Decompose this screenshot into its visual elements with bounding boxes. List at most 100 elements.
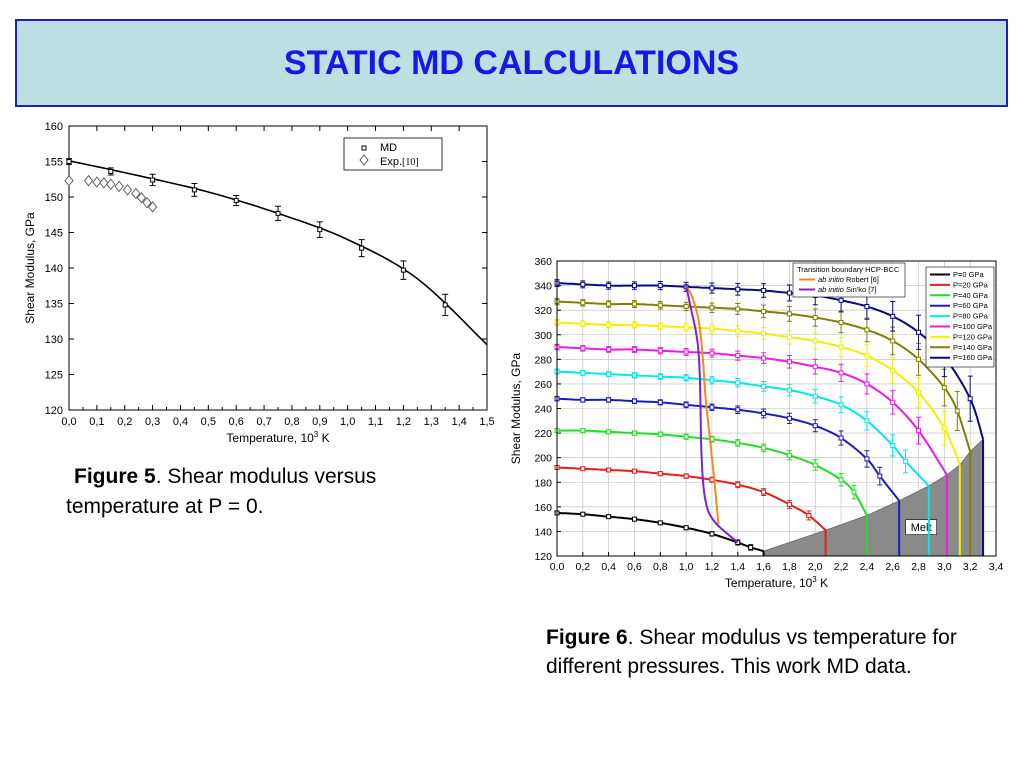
x-tick-label: 1,2 <box>705 561 720 573</box>
y-tick-label: 220 <box>534 428 552 440</box>
series-point-4 <box>631 372 637 378</box>
series-curve-1 <box>556 466 827 531</box>
series-point-5 <box>838 370 844 376</box>
series-point-0 <box>748 544 754 550</box>
series-point-7 <box>709 305 715 311</box>
y-tick-label: 140 <box>45 263 63 275</box>
series-point-6 <box>657 323 663 329</box>
y-tick-label: 340 <box>534 281 552 293</box>
y-tick-label: 150 <box>45 192 63 204</box>
md-point <box>400 267 406 273</box>
x-tick-label: 0,4 <box>173 416 188 428</box>
md-point <box>150 177 156 183</box>
series-point-3 <box>657 399 663 405</box>
x-tick-label: 2,8 <box>911 561 926 573</box>
series-point-8 <box>916 329 922 335</box>
x-tick-label: 1,4 <box>730 561 745 573</box>
x-tick-label: 0,3 <box>145 416 160 428</box>
series-point-7 <box>735 306 741 312</box>
figure5-caption: Figure 5. Shear modulus versus temperatu… <box>66 462 486 522</box>
md-point <box>442 302 448 308</box>
legend-exp-label: Exp.[10] <box>380 156 419 168</box>
series-point-4 <box>580 370 586 376</box>
series-point-5 <box>864 381 870 387</box>
figure5-caption-label: Figure 5 <box>74 465 156 488</box>
series-point-6 <box>580 321 586 327</box>
legend-md-label: MD <box>380 142 397 154</box>
series-point-3 <box>761 410 767 416</box>
md-point <box>108 168 114 174</box>
series-point-7 <box>786 311 792 317</box>
series-point-7 <box>890 338 896 344</box>
x-tick-label: 1,2 <box>396 416 411 428</box>
pressure-legend-label: P=100 GPa <box>953 322 993 331</box>
series-curve-2 <box>557 429 868 516</box>
y-tick-label: 135 <box>45 299 63 311</box>
boundary-legend-title: Transition boundary HCP-BCC <box>797 265 900 274</box>
series-point-7 <box>580 300 586 306</box>
x-tick-label: 0,5 <box>201 416 216 428</box>
y-tick-label: 125 <box>45 370 63 382</box>
series-point-4 <box>903 458 909 464</box>
series-point-3 <box>786 415 792 421</box>
series-point-5 <box>580 345 586 351</box>
md-point <box>275 210 281 216</box>
series-point-8 <box>838 297 844 303</box>
y-tick-label: 160 <box>534 502 552 514</box>
x-axis-label: Temperature, 103 K <box>226 430 329 445</box>
series-point-4 <box>606 371 612 377</box>
x-tick-label: 1,3 <box>424 416 439 428</box>
series-point-7 <box>864 327 870 333</box>
series-point-5 <box>683 349 689 355</box>
series-point-1 <box>631 468 637 474</box>
x-tick-label: 2,0 <box>808 561 823 573</box>
series-curve-0 <box>557 512 764 553</box>
x-tick-label: 0,6 <box>229 416 244 428</box>
series-point-4 <box>683 375 689 381</box>
x-tick-label: 1,0 <box>340 416 355 428</box>
series-point-1 <box>606 467 612 473</box>
exp-point <box>114 180 124 193</box>
series-point-6 <box>838 344 844 350</box>
series-point-8 <box>761 288 767 293</box>
pressure-legend-label: P=60 GPa <box>953 301 989 310</box>
series-point-4 <box>657 374 663 380</box>
figure6-caption-label: Figure 6 <box>546 626 628 649</box>
series-point-8 <box>786 290 792 296</box>
exp-point <box>136 191 147 204</box>
x-tick-label: 1,0 <box>679 561 694 573</box>
y-tick-label: 280 <box>534 354 552 366</box>
boundary-robert-line <box>685 285 720 525</box>
series-point-1 <box>761 489 767 495</box>
series-point-3 <box>838 435 844 441</box>
series-point-0 <box>657 520 663 526</box>
pressure-legend-label: P=80 GPa <box>953 312 989 321</box>
series-point-5 <box>812 364 818 370</box>
x-tick-label: 0,0 <box>61 416 76 428</box>
series-point-4 <box>761 383 767 389</box>
pressure-legend-label: P=20 GPa <box>953 280 989 289</box>
y-tick-label: 180 <box>534 477 552 489</box>
series-point-7 <box>761 308 767 314</box>
series-point-1 <box>580 466 586 472</box>
series-point-1 <box>735 482 741 488</box>
x-tick-label: 0,2 <box>576 561 591 573</box>
x-tick-label: 3,2 <box>963 561 978 573</box>
melt-line <box>763 438 984 552</box>
x-tick-label: 0,0 <box>550 561 565 573</box>
series-point-6 <box>631 322 637 328</box>
x-tick-label: 1,4 <box>451 416 466 428</box>
y-tick-label: 140 <box>534 526 552 538</box>
series-point-6 <box>864 353 870 359</box>
md-point <box>359 245 365 251</box>
series-point-7 <box>631 301 637 307</box>
exp-point <box>148 201 158 213</box>
series-point-8 <box>967 396 973 402</box>
series-point-7 <box>954 408 960 414</box>
y-tick-label: 155 <box>45 157 63 169</box>
x-tick-label: 0,1 <box>89 416 104 428</box>
x-tick-label: 0,9 <box>312 416 327 428</box>
legend-md-marker <box>361 145 367 151</box>
series-point-2 <box>683 434 689 440</box>
series-point-1 <box>786 501 792 507</box>
